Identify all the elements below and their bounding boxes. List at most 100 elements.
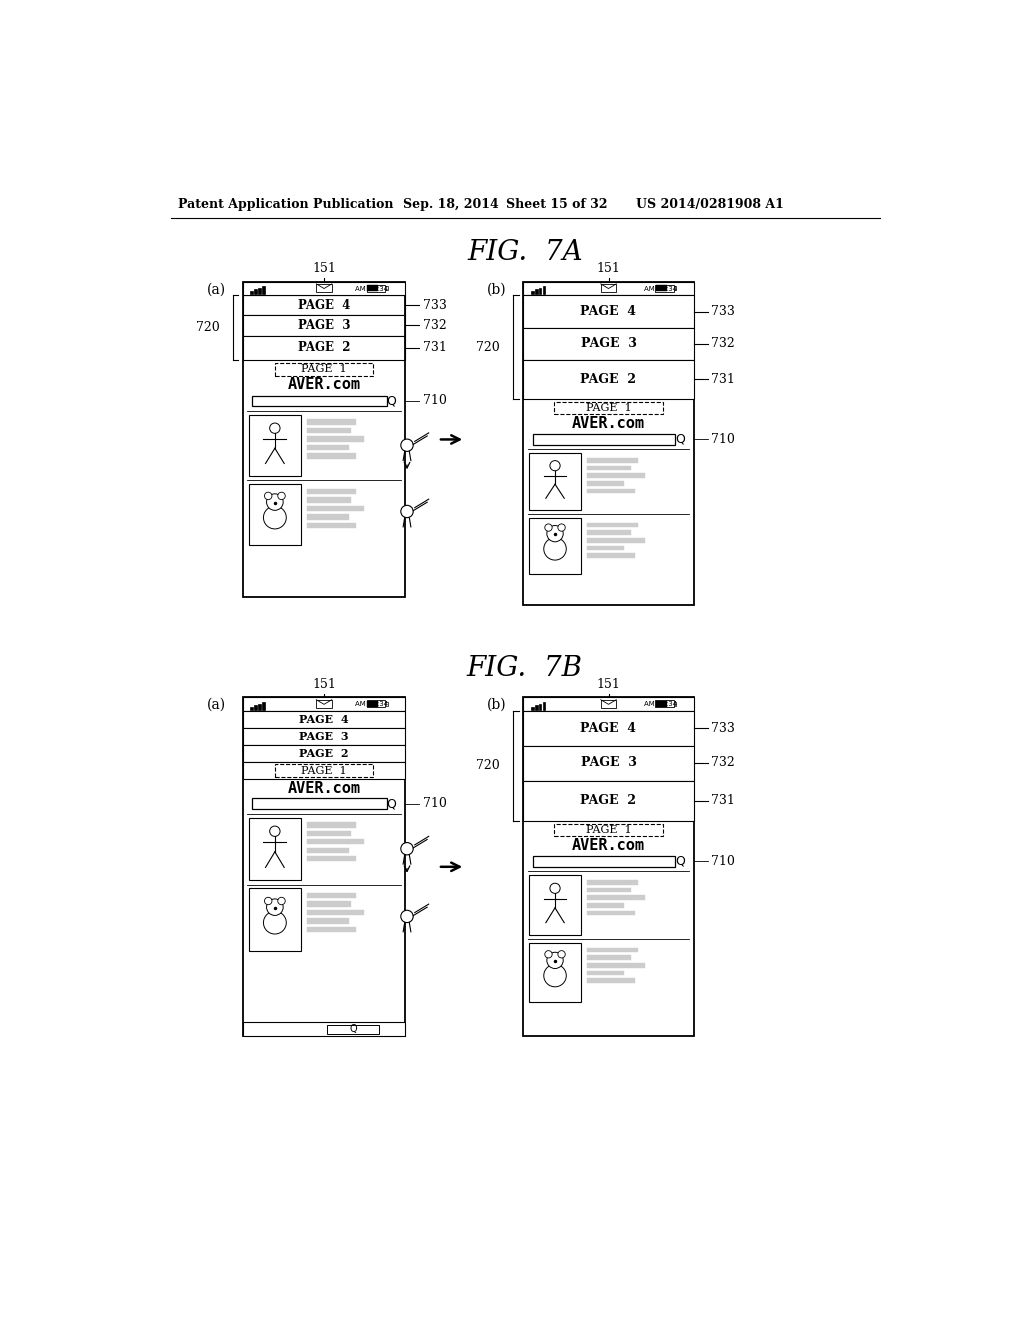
Text: 731: 731 [711,372,734,385]
Circle shape [544,965,566,987]
Circle shape [264,898,272,904]
Bar [529,453,581,510]
Bar [523,697,693,711]
Text: PAGE  1: PAGE 1 [586,403,632,413]
Circle shape [558,950,565,958]
Bar [385,702,388,706]
Bar [275,363,373,376]
Bar [307,927,356,932]
Bar [535,289,538,294]
Text: AM 12:34: AM 12:34 [355,285,388,292]
Bar [243,729,406,744]
Bar [243,335,406,360]
Bar [249,817,301,880]
Bar [252,396,387,407]
Circle shape [400,911,414,923]
Text: 733: 733 [423,298,446,312]
Text: 733: 733 [711,722,734,735]
Bar [587,523,638,527]
Bar [587,964,645,968]
Bar [587,956,631,960]
Text: PAGE  3: PAGE 3 [581,338,637,351]
Bar [307,420,356,425]
Bar [523,281,693,605]
Bar [587,948,638,952]
Bar [251,290,253,294]
Circle shape [400,440,414,451]
Bar [674,702,676,706]
Text: AVER.com: AVER.com [288,780,360,796]
Bar [258,704,261,710]
Bar [543,702,546,710]
Bar [601,700,616,708]
Bar [539,704,542,710]
Bar [243,296,406,315]
Bar [254,289,257,294]
Bar [587,880,638,884]
Text: 732: 732 [711,338,734,351]
Text: (b): (b) [486,282,506,296]
Text: PAGE  1: PAGE 1 [301,766,347,776]
Text: Sheet 15 of 32: Sheet 15 of 32 [506,198,607,211]
Text: AM 12:34: AM 12:34 [643,701,677,708]
Text: PAGE  4: PAGE 4 [581,305,637,318]
Bar [601,284,616,293]
Text: PAGE  4: PAGE 4 [299,714,349,725]
Bar [243,697,406,711]
Bar [655,701,674,708]
Bar [307,428,351,433]
Bar [307,488,356,494]
Bar [307,437,364,442]
Text: 710: 710 [423,797,446,810]
Bar [587,978,635,983]
Bar [523,711,693,746]
Circle shape [266,899,284,916]
Bar [251,706,253,710]
Text: PAGE  3: PAGE 3 [298,319,350,333]
Text: Q: Q [387,797,396,810]
Bar [367,285,385,292]
Circle shape [264,492,272,499]
Text: 733: 733 [711,305,734,318]
Bar [307,506,364,511]
Bar [307,822,356,828]
Circle shape [550,461,560,471]
Bar [243,697,406,1036]
Bar [307,857,356,862]
Bar [254,705,257,710]
Bar [316,700,332,708]
Bar [243,711,406,729]
Bar [368,701,378,706]
Text: FIG.  7B: FIG. 7B [467,655,583,681]
Bar [531,706,534,710]
Bar [554,401,664,414]
Bar [243,281,406,296]
Bar [587,539,645,543]
Bar [587,531,631,535]
Bar [249,484,301,545]
Bar [307,902,351,907]
Bar [523,780,693,821]
Bar [307,515,349,520]
Bar [367,701,385,708]
Circle shape [266,494,284,511]
Text: 710: 710 [423,395,446,408]
Text: PAGE  1: PAGE 1 [586,825,632,834]
Text: 720: 720 [476,341,500,354]
Bar [587,545,625,550]
Bar [587,895,645,900]
Circle shape [400,842,414,855]
Text: PAGE  4: PAGE 4 [298,298,350,312]
Circle shape [278,898,286,904]
Bar [543,286,546,294]
Text: Patent Application Publication: Patent Application Publication [178,198,394,211]
Text: 151: 151 [312,263,336,276]
Bar [523,327,693,360]
Bar [258,288,261,294]
Text: AM 12:34: AM 12:34 [643,285,677,292]
Bar [307,847,349,853]
Bar [535,705,538,710]
Bar [262,286,265,294]
Bar [523,697,693,1036]
Bar [243,315,406,335]
